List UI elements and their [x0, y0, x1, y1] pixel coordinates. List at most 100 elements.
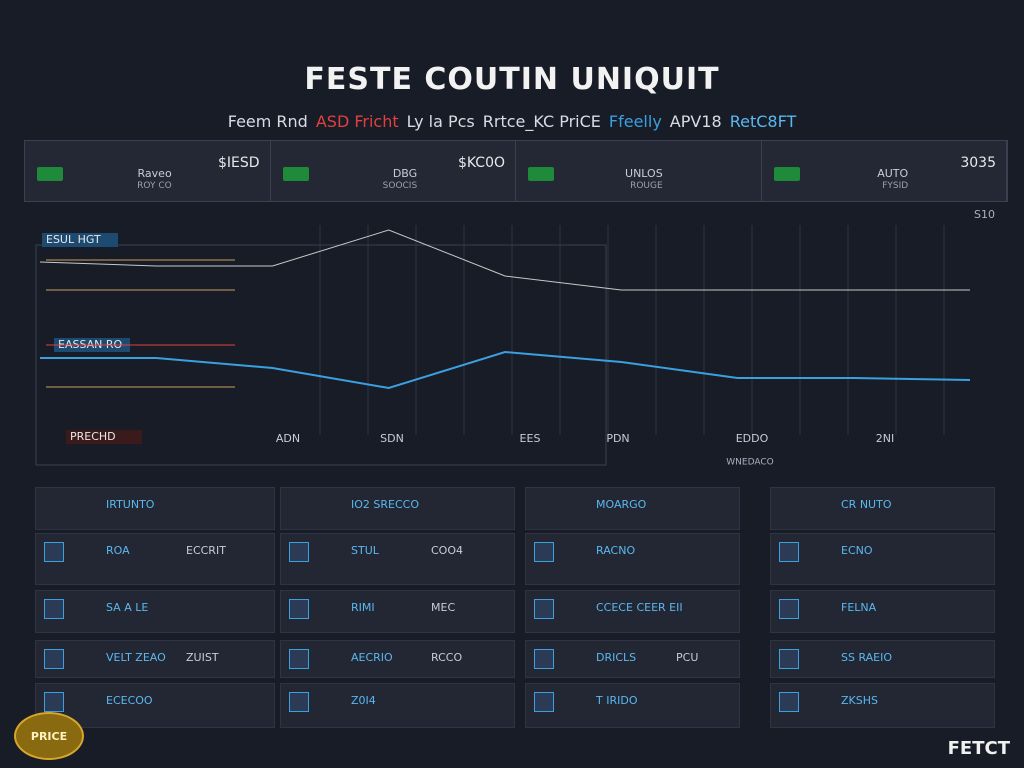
series-line [40, 350, 971, 390]
row-text: ZUIST [186, 651, 219, 664]
stat-card: UNLOS ROUGE [516, 141, 762, 201]
series-line [39, 229, 970, 291]
row-text: ZKSHS [841, 694, 878, 707]
stat-name: DBG [392, 167, 418, 180]
panel-row: ZKSHS [770, 683, 995, 728]
stat-card: Raveo ROY CO $IESD [25, 141, 271, 201]
chart-label: ESUL HGT [46, 233, 101, 246]
x-label: ADN [276, 432, 300, 445]
badge: PRICE [14, 712, 84, 760]
subtitle: Feem Rnd ASD Fricht Ly la Pcs Rrtce_KC PriC… [0, 112, 1024, 131]
panel-row: RIMI MEC [280, 590, 515, 633]
x-label: EES [520, 432, 541, 445]
panel-title: CR NUTO [841, 498, 892, 511]
label-badge [42, 233, 118, 247]
stat-sub: FYSID [882, 181, 909, 191]
stat-value: 3035 [960, 155, 996, 171]
row-text: RACNO [596, 544, 636, 557]
row-icon [534, 692, 554, 712]
page-title: FESTE COUTIN UNIQUIT [304, 62, 720, 97]
panel-row: ROA ECCRIT [35, 533, 275, 585]
panel-row: T IRIDO [525, 683, 740, 728]
row-icon [779, 692, 799, 712]
stat-icon [773, 167, 800, 181]
subtitle-part: Ffeelly [608, 112, 662, 131]
row-icon [44, 692, 64, 712]
row-text: PCU [676, 651, 699, 664]
row-text: STUL [351, 544, 379, 557]
stat-icon [282, 167, 309, 181]
stat-sub: SOOCIS [382, 181, 418, 191]
row-text: AECRIO [351, 651, 393, 664]
subtitle-part: APV18 [669, 112, 722, 131]
row-text: RCCO [431, 651, 463, 664]
subtitle-part: Feem Rnd [227, 112, 308, 131]
panel-row: ECNO [770, 533, 995, 585]
panel-row: RACNO [525, 533, 740, 585]
row-text: MEC [431, 601, 456, 614]
panel-header: CR NUTO [770, 487, 995, 530]
panel-header: IRTUNTO [35, 487, 275, 530]
stat-icon [37, 167, 63, 181]
row-icon [534, 649, 554, 669]
panel-row: FELNA [770, 590, 995, 633]
label-badge [66, 430, 142, 444]
panel-row: VELT ZEAO ZUIST [35, 640, 275, 678]
row-text: ECNO [841, 544, 873, 557]
stat-name: Raveo [137, 167, 172, 180]
x-label: PDN [606, 432, 629, 445]
row-text: SS RAEIO [841, 651, 893, 664]
row-text: VELT ZEAO [106, 651, 166, 664]
stat-bar: Raveo ROY CO $IESD DBG SOOCIS $KC0O UNLOS ROUGE… [24, 140, 1008, 202]
row-icon [44, 649, 64, 669]
stat-card: DBG SOOCIS $KC0O [271, 141, 516, 201]
chart-caption: WNEDACO [726, 458, 773, 468]
x-label: EDDO [736, 432, 769, 445]
row-icon [779, 649, 799, 669]
row-icon [44, 542, 64, 562]
panel-row: SS RAEIO [770, 640, 995, 678]
stat-card: AUTO FYSID 3035 [762, 141, 1007, 201]
row-icon [44, 599, 64, 619]
row-text: ECCRIT [186, 544, 226, 557]
row-icon [779, 599, 799, 619]
panel-row: DRICLS PCU [525, 640, 740, 678]
panel-row: AECRIO RCCO [280, 640, 515, 678]
panel-title: MOARGO [596, 498, 647, 511]
subtitle-part: Ly la Pcs [406, 112, 475, 131]
corner-label: S10 [974, 208, 995, 221]
row-text: ROA [106, 544, 130, 557]
row-icon [289, 542, 309, 562]
chart-label: PRECHD [70, 430, 116, 443]
row-text: T IRIDO [596, 694, 638, 707]
panel-row: Z0I4 [280, 683, 515, 728]
panel-title: IO2 SRECCO [351, 498, 419, 511]
brand: FETCT [947, 738, 1010, 759]
row-text: FELNA [841, 601, 877, 614]
row-text: ECECOO [106, 694, 153, 707]
panel-header: MOARGO [525, 487, 740, 530]
subtitle-part: ASD Fricht [315, 112, 399, 131]
chart-frame [35, 244, 607, 466]
stat-name: UNLOS [625, 167, 663, 180]
stat-sub: ROY CO [137, 181, 172, 191]
row-icon [289, 692, 309, 712]
row-icon [534, 599, 554, 619]
x-label: 2NI [876, 432, 894, 445]
row-text: COO4 [431, 544, 463, 557]
row-text: SA A LE [106, 601, 149, 614]
stat-value: $IESD [217, 155, 260, 171]
panel-row: SA A LE [35, 590, 275, 633]
stat-name: AUTO [877, 167, 909, 180]
stat-value: $KC0O [457, 155, 505, 171]
stat-sub: ROUGE [630, 181, 663, 191]
row-text: Z0I4 [351, 694, 376, 707]
subtitle-part: Rrtce_KC PriCE [482, 112, 601, 131]
row-icon [534, 542, 554, 562]
panel-title: IRTUNTO [106, 498, 155, 511]
row-text: RIMI [351, 601, 375, 614]
panel-row: CCECE CEER EII [525, 590, 740, 633]
row-icon [289, 599, 309, 619]
